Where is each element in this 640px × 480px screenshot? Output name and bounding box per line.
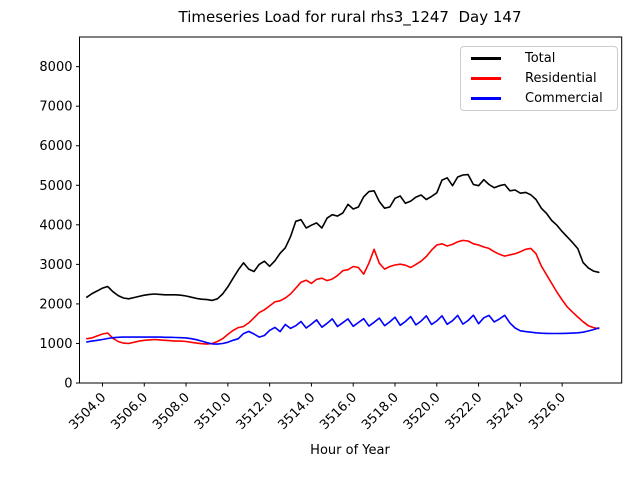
- y-tick-label: 1000: [39, 337, 72, 352]
- y-tick-label: 6000: [39, 139, 72, 154]
- x-tick-label: 3522.0: [443, 390, 486, 433]
- chart-title: Timeseries Load for rural rhs3_1247 Day …: [178, 8, 522, 26]
- x-tick-label: 3506.0: [108, 390, 151, 433]
- axes-frame: [79, 36, 623, 384]
- legend-entry-commercial: Commercial: [461, 89, 617, 109]
- x-tick-label: 3524.0: [484, 390, 527, 433]
- y-tick-label: 8000: [39, 60, 72, 75]
- y-tick-label: 4000: [39, 218, 72, 233]
- legend-line-swatch-commercial: [471, 97, 501, 100]
- x-tick-label: 3508.0: [150, 390, 193, 433]
- series-line-total: [86, 173, 600, 302]
- y-tick-label: 5000: [39, 179, 72, 194]
- y-tick-label: 0: [64, 377, 72, 392]
- x-tick-label: 3520.0: [401, 390, 444, 433]
- legend-line-swatch-residential: [471, 77, 501, 80]
- legend-entry-residential: Residential: [461, 69, 617, 89]
- legend-label: Total: [525, 50, 556, 66]
- legend: Total Residential Commercial: [460, 46, 618, 111]
- x-tick-label: 3526.0: [526, 390, 569, 433]
- y-tick-label: 2000: [39, 297, 72, 312]
- x-tick-label: 3516.0: [317, 390, 360, 433]
- legend-line-swatch-total: [471, 57, 501, 60]
- series-line-residential: [86, 239, 600, 345]
- x-axis-label: Hour of Year: [310, 443, 390, 458]
- x-tick-label: 3518.0: [359, 390, 402, 433]
- x-tick-label: 3512.0: [234, 390, 277, 433]
- y-tick-label: 7000: [39, 100, 72, 115]
- x-tick-label: 3510.0: [192, 390, 235, 433]
- y-tick-label: 3000: [39, 258, 72, 273]
- legend-label: Residential: [525, 70, 597, 86]
- x-tick-label: 3514.0: [275, 390, 318, 433]
- legend-entry-total: Total: [461, 49, 617, 69]
- series-line-commercial: [86, 314, 600, 345]
- x-tick-label: 3504.0: [67, 390, 110, 433]
- legend-label: Commercial: [525, 90, 603, 106]
